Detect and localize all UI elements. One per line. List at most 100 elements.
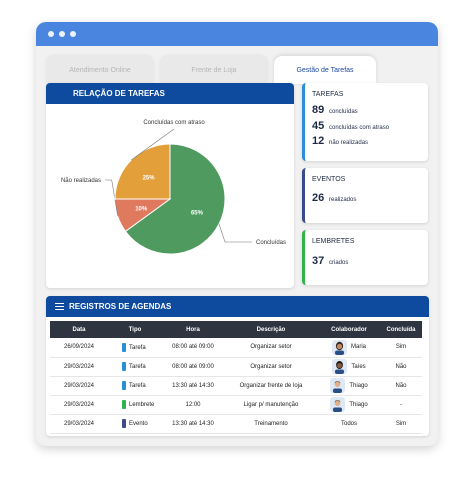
cell-colaborador: Maria bbox=[318, 338, 380, 357]
tipo-label: Tarefa bbox=[129, 344, 146, 351]
tab-atendimento-online[interactable]: Atendimento Online bbox=[46, 56, 154, 84]
table-header-row: Data Tipo Hora Descrição Colaborador Con… bbox=[50, 321, 422, 338]
tasks-panel: RELAÇÃO DE TAREFAS 65% Concluídas 10% Não r… bbox=[46, 83, 294, 288]
cell-concluida: Sim bbox=[395, 344, 407, 351]
pie-category-label: Concluídas bbox=[256, 240, 286, 246]
pie-leader-line bbox=[218, 223, 252, 243]
column-header[interactable]: Descrição bbox=[256, 326, 286, 333]
tipo-label: Tarefa bbox=[129, 364, 146, 371]
tipo-color-marker bbox=[122, 381, 126, 390]
stat-row: 89 concluídas bbox=[312, 104, 358, 116]
stat-card-lembretes: LEMBRETES 37 criados bbox=[302, 230, 428, 285]
cell-hora: 12:00 bbox=[185, 401, 201, 408]
cell-data: 26/09/2024 bbox=[63, 344, 95, 351]
cell-colaborador: Thiago bbox=[318, 376, 380, 395]
pie-category-label: Não realizadas bbox=[61, 178, 101, 184]
cell-descricao: Treinamento bbox=[254, 420, 288, 427]
cell-descricao: Organizar setor bbox=[250, 344, 292, 351]
agenda-panel-header: REGISTROS DE AGENDAS bbox=[46, 296, 429, 317]
pie-leader-line bbox=[130, 128, 175, 161]
cell-colaborador: Taíes bbox=[318, 357, 380, 376]
cell-concluida: Sim bbox=[395, 420, 407, 427]
column-header[interactable]: Tipo bbox=[128, 326, 142, 333]
stat-row: 12 não realizadas bbox=[312, 135, 368, 147]
window-dot-2[interactable] bbox=[59, 31, 65, 37]
stat-row: 45 concluídas com atraso bbox=[312, 120, 389, 132]
tipo-label: Lembrete bbox=[129, 402, 155, 409]
stat-card-eventos: EVENTOS 26 realizados bbox=[302, 168, 428, 223]
stat-row: 26 realizados bbox=[312, 192, 356, 204]
pie-value-label: 25% bbox=[143, 176, 156, 182]
table-row[interactable]: 29/03/2024 Tarefa 08:00 até 09:00 Organizar… bbox=[50, 357, 422, 376]
stat-row: 37 criados bbox=[312, 255, 348, 267]
colaborador-name: Thiago bbox=[349, 382, 368, 389]
stat-label: concluídas com atraso bbox=[329, 125, 390, 131]
cell-data: 29/03/2024 bbox=[63, 363, 95, 370]
table-row[interactable]: 29/03/2024 Tarefa 13:30 até 14:30 Organizar… bbox=[50, 376, 422, 395]
stat-card-tarefas: TAREFAS 89 concluídas 45 concluídas com … bbox=[302, 83, 428, 161]
tipo-label: Tarefa bbox=[129, 383, 146, 390]
stat-label: concluídas bbox=[329, 109, 358, 115]
cell-data: 29/03/2024 bbox=[63, 401, 95, 408]
cell-data: 29/03/2024 bbox=[63, 420, 95, 427]
cell-hora: 13:30 até 14:30 bbox=[172, 382, 214, 389]
title-bar bbox=[36, 22, 438, 46]
pie-slice-3[interactable] bbox=[114, 143, 171, 200]
avatar bbox=[331, 339, 347, 355]
window-dot-1[interactable] bbox=[48, 31, 54, 37]
colaborador-name: Todos bbox=[340, 420, 357, 427]
cell-concluida: - bbox=[400, 401, 402, 408]
pie-category-label: Concluídas com atraso bbox=[143, 120, 205, 126]
tab-gestao-de-tarefas[interactable]: Gestão de Tarefas bbox=[274, 56, 376, 84]
stat-value: 26 bbox=[312, 192, 325, 204]
table-row[interactable]: 26/09/2024 Tarefa 08:00 até 09:00 Organizar… bbox=[50, 338, 422, 357]
tab-frente-de-loja[interactable]: Frente de Loja bbox=[160, 56, 268, 84]
stat-label: não realizadas bbox=[329, 140, 369, 146]
column-header[interactable]: Colaborador bbox=[331, 326, 367, 333]
stat-label: criados bbox=[329, 260, 349, 266]
stat-value: 12 bbox=[312, 135, 325, 147]
stat-label: realizados bbox=[329, 197, 357, 203]
cell-data: 29/03/2024 bbox=[63, 382, 95, 389]
cell-tipo: Tarefa bbox=[108, 376, 162, 395]
column-header[interactable]: Data bbox=[72, 326, 86, 333]
stat-value: 45 bbox=[312, 120, 325, 132]
pie-value-label: 65% bbox=[191, 211, 204, 217]
cell-concluida: Não bbox=[395, 382, 407, 389]
column-header[interactable]: Hora bbox=[186, 326, 200, 333]
tipo-color-marker bbox=[122, 419, 126, 428]
colaborador-name: Taíes bbox=[351, 363, 366, 370]
cell-hora: 08:00 até 09:00 bbox=[172, 363, 214, 370]
colaborador-name: Maria bbox=[350, 344, 366, 351]
cell-descricao: Organizar setor bbox=[250, 363, 292, 370]
cell-concluida: Não bbox=[395, 363, 407, 370]
pie-value-label: 10% bbox=[135, 206, 148, 212]
cell-colaborador: Todos bbox=[318, 414, 380, 433]
agenda-panel: REGISTROS DE AGENDAS Data Tipo Hora Desc… bbox=[46, 296, 429, 436]
cell-descricao: Ligar p/ manutenção bbox=[243, 401, 299, 408]
tipo-color-marker bbox=[122, 400, 126, 409]
column-header[interactable]: Concluída bbox=[386, 326, 416, 333]
stat-value: 89 bbox=[312, 104, 325, 116]
cell-colaborador: Thiago bbox=[318, 395, 380, 414]
pie-leader-line bbox=[105, 179, 118, 217]
table-row[interactable]: 29/03/2024 Lembrete 12:00 Ligar p/ manutenç… bbox=[50, 395, 422, 414]
agenda-table: Data Tipo Hora Descrição Colaborador Con… bbox=[50, 321, 422, 434]
tipo-label: Evento bbox=[129, 421, 148, 428]
cell-tipo: Tarefa bbox=[108, 338, 162, 357]
stat-title-lembretes: LEMBRETES bbox=[312, 238, 355, 245]
stat-title-tarefas: TAREFAS bbox=[312, 91, 344, 98]
pie-slice-1[interactable] bbox=[124, 143, 226, 255]
tasks-pie-chart: 65% Concluídas 10% Não realizadas 25% Concluí… bbox=[61, 120, 286, 255]
cell-tipo: Evento bbox=[108, 414, 162, 433]
cell-hora: 08:00 até 09:00 bbox=[172, 344, 214, 351]
tipo-color-marker bbox=[122, 362, 126, 371]
table-row[interactable]: 29/03/2024 Evento 13:30 até 14:30 Treinamen… bbox=[50, 414, 422, 433]
cell-tipo: Lembrete bbox=[108, 395, 162, 414]
stat-value: 37 bbox=[312, 255, 325, 267]
cell-hora: 13:30 até 14:30 bbox=[172, 420, 214, 427]
window-dot-3[interactable] bbox=[70, 31, 76, 37]
stat-title-eventos: EVENTOS bbox=[312, 176, 346, 183]
menu-icon[interactable] bbox=[55, 302, 64, 311]
avatar bbox=[330, 378, 346, 393]
